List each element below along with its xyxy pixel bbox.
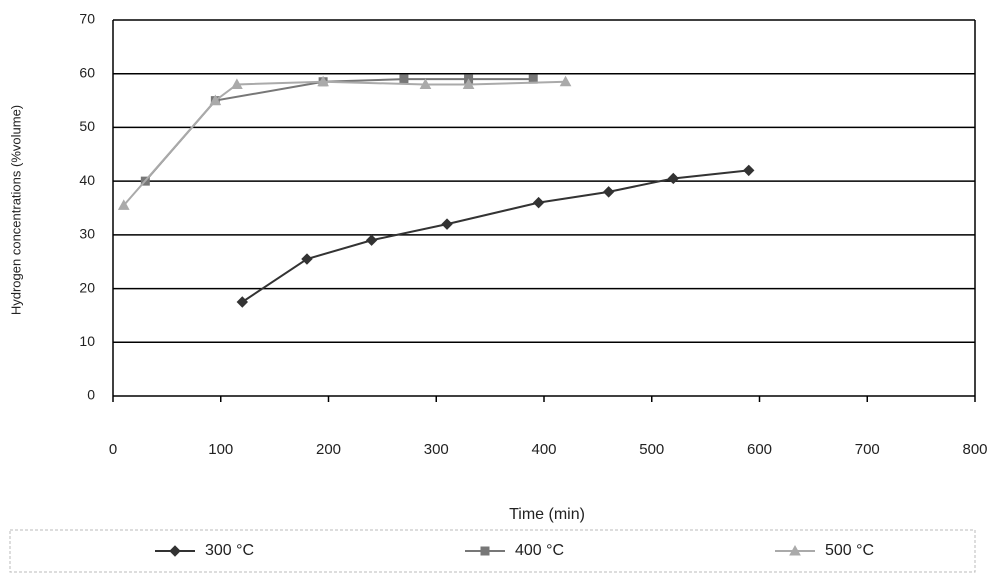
- x-tick-label: 0: [109, 441, 117, 458]
- x-tick-label: 500: [639, 441, 664, 458]
- y-tick-label: 70: [79, 11, 95, 27]
- data-point: [367, 235, 377, 245]
- x-tick-label: 600: [747, 441, 772, 458]
- x-tick-label: 300: [424, 441, 449, 458]
- y-tick-label: 50: [79, 118, 95, 134]
- x-tick-label: 100: [208, 441, 233, 458]
- legend-label: 500 °C: [825, 542, 874, 559]
- data-point: [400, 75, 408, 83]
- series-line: [242, 170, 748, 302]
- legend-label: 400 °C: [515, 542, 564, 559]
- data-point: [668, 173, 678, 183]
- y-axis-label: Hydrogen concentrations (%volume): [8, 105, 23, 315]
- data-point: [534, 198, 544, 208]
- y-tick-label: 30: [79, 226, 95, 242]
- legend-label: 300 °C: [205, 542, 254, 559]
- data-point: [442, 219, 452, 229]
- series-line: [124, 82, 566, 206]
- x-tick-label: 200: [316, 441, 341, 458]
- series-line: [145, 79, 533, 181]
- legend-marker: [170, 546, 180, 556]
- x-axis-label: Time (min): [509, 506, 585, 523]
- y-tick-label: 40: [79, 172, 95, 188]
- chart: Time (min) Hydrogen concentrations (%vol…: [0, 0, 991, 579]
- y-tick-label: 0: [87, 387, 95, 403]
- y-tick-label: 20: [79, 279, 95, 295]
- data-point: [604, 187, 614, 197]
- x-tick-label: 800: [962, 441, 987, 458]
- x-tick-label: 400: [531, 441, 556, 458]
- y-tick-label: 10: [79, 333, 95, 349]
- x-tick-label: 700: [855, 441, 880, 458]
- data-point: [744, 165, 754, 175]
- legend-marker: [481, 547, 489, 555]
- y-tick-label: 60: [79, 64, 95, 80]
